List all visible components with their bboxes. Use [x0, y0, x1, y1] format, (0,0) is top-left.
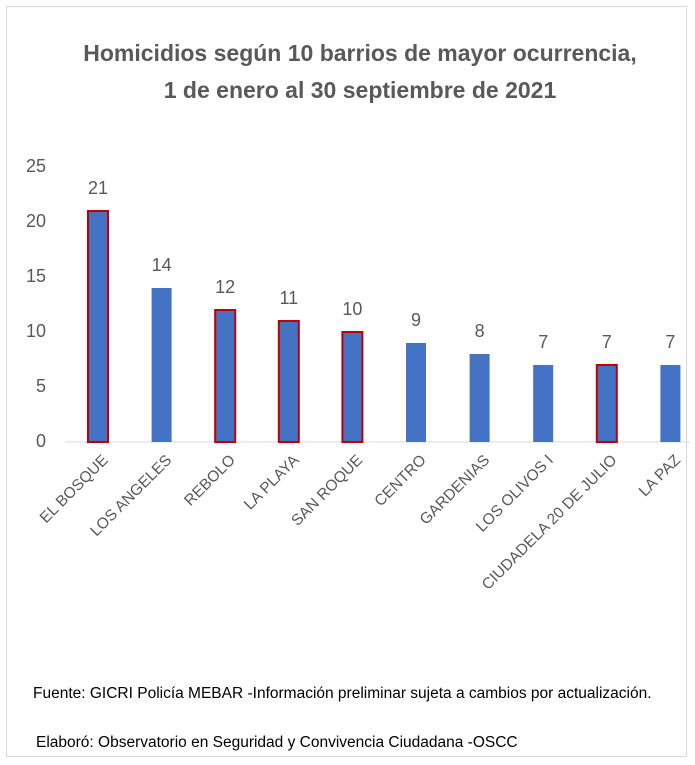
- bar: [341, 331, 364, 443]
- data-label: 9: [411, 310, 421, 330]
- data-label: 7: [602, 332, 612, 352]
- bar: [214, 309, 237, 443]
- credit-note: Elaboró: Observatorio en Seguridad y Con…: [36, 734, 518, 751]
- bar: [660, 365, 681, 442]
- data-label: 14: [152, 255, 172, 275]
- x-tick-label: REBOLO: [181, 452, 239, 510]
- bar: [277, 320, 300, 443]
- data-label: 12: [215, 277, 235, 297]
- y-tick-label: 0: [36, 431, 46, 451]
- chart-title: Homicidios según 10 barrios de mayor ocu…: [83, 40, 637, 103]
- x-tick-label: CENTRO: [371, 452, 429, 510]
- data-label: 8: [475, 321, 485, 341]
- data-label: 7: [665, 332, 675, 352]
- x-tick-label: LA PLAYA: [241, 451, 303, 513]
- data-label: 11: [279, 288, 298, 308]
- bar: [469, 354, 490, 442]
- y-tick-label: 5: [36, 376, 46, 396]
- bar: [595, 364, 618, 443]
- data-label: 10: [342, 299, 362, 319]
- y-tick-label: 10: [26, 321, 46, 341]
- chart-frame: [6, 6, 687, 757]
- data-label: 21: [88, 178, 108, 198]
- bar: [87, 210, 109, 443]
- x-tick-label: CIUDADELA 20 DE JULIO: [479, 452, 621, 594]
- y-tick-label: 25: [26, 156, 46, 176]
- y-tick-label: 20: [26, 211, 46, 231]
- data-label: 7: [538, 332, 548, 352]
- y-tick-label: 15: [26, 266, 46, 286]
- source-note: Fuente: GICRI Policía MEBAR -Información…: [33, 685, 652, 702]
- bar: [406, 343, 426, 442]
- bar: [151, 288, 172, 442]
- bar: [533, 365, 554, 442]
- x-tick-label: LA PAZ: [636, 452, 684, 500]
